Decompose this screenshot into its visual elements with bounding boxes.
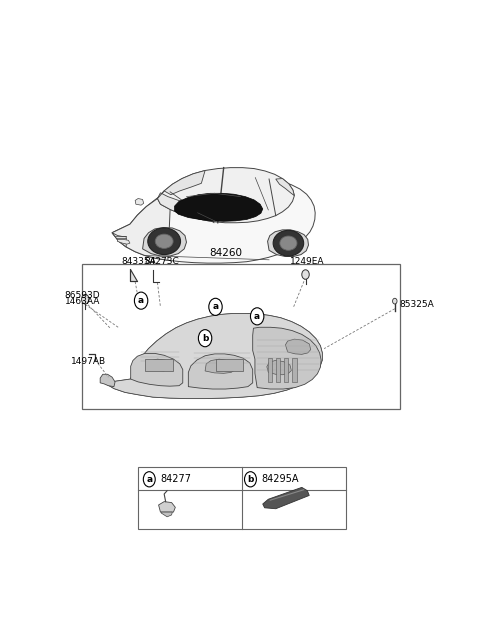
Circle shape xyxy=(244,471,256,487)
Polygon shape xyxy=(148,359,172,371)
Polygon shape xyxy=(263,487,309,509)
Polygon shape xyxy=(267,360,291,375)
Polygon shape xyxy=(205,359,236,373)
Polygon shape xyxy=(112,199,170,260)
Bar xyxy=(292,358,297,382)
Text: b: b xyxy=(247,475,253,484)
Text: a: a xyxy=(146,475,152,484)
Polygon shape xyxy=(276,178,294,196)
Polygon shape xyxy=(164,170,205,195)
Bar xyxy=(216,359,243,371)
Polygon shape xyxy=(252,327,321,389)
Polygon shape xyxy=(130,269,137,281)
Text: 1497AB: 1497AB xyxy=(71,357,106,366)
Polygon shape xyxy=(175,193,263,222)
Text: 86593D: 86593D xyxy=(64,291,100,300)
Text: 84335A: 84335A xyxy=(121,257,156,265)
Polygon shape xyxy=(117,239,130,244)
Bar xyxy=(145,359,173,371)
Polygon shape xyxy=(112,177,315,263)
Circle shape xyxy=(251,308,264,325)
Text: 84277: 84277 xyxy=(160,474,192,484)
Polygon shape xyxy=(100,375,115,387)
Polygon shape xyxy=(105,313,322,399)
Ellipse shape xyxy=(280,236,297,251)
Polygon shape xyxy=(158,502,175,512)
Text: b: b xyxy=(202,334,208,342)
Polygon shape xyxy=(135,199,144,205)
Polygon shape xyxy=(286,339,311,354)
Text: 84295A: 84295A xyxy=(262,474,299,484)
Polygon shape xyxy=(267,230,309,257)
Text: a: a xyxy=(138,296,144,305)
Bar xyxy=(267,358,272,382)
Polygon shape xyxy=(131,354,183,386)
Bar xyxy=(284,358,288,382)
Text: a: a xyxy=(254,312,260,321)
Ellipse shape xyxy=(155,234,173,249)
Circle shape xyxy=(302,270,309,280)
Polygon shape xyxy=(161,512,172,517)
Polygon shape xyxy=(157,168,294,223)
Bar xyxy=(138,468,347,529)
Circle shape xyxy=(393,298,397,304)
Text: a: a xyxy=(213,302,218,312)
Text: 84273C: 84273C xyxy=(145,257,180,265)
Polygon shape xyxy=(188,354,252,389)
Text: 1249EA: 1249EA xyxy=(290,257,324,265)
Circle shape xyxy=(82,294,89,304)
Ellipse shape xyxy=(273,230,304,256)
Text: 1463AA: 1463AA xyxy=(64,297,100,306)
Circle shape xyxy=(134,292,148,309)
Text: 85325A: 85325A xyxy=(399,300,434,309)
Circle shape xyxy=(198,329,212,347)
Circle shape xyxy=(209,298,222,315)
Polygon shape xyxy=(143,228,186,256)
Bar xyxy=(83,264,400,409)
Bar xyxy=(276,358,280,382)
Circle shape xyxy=(144,471,155,487)
Text: 84260: 84260 xyxy=(209,249,242,259)
Polygon shape xyxy=(157,193,214,222)
Polygon shape xyxy=(112,233,126,247)
Ellipse shape xyxy=(148,228,180,255)
Polygon shape xyxy=(105,313,322,399)
